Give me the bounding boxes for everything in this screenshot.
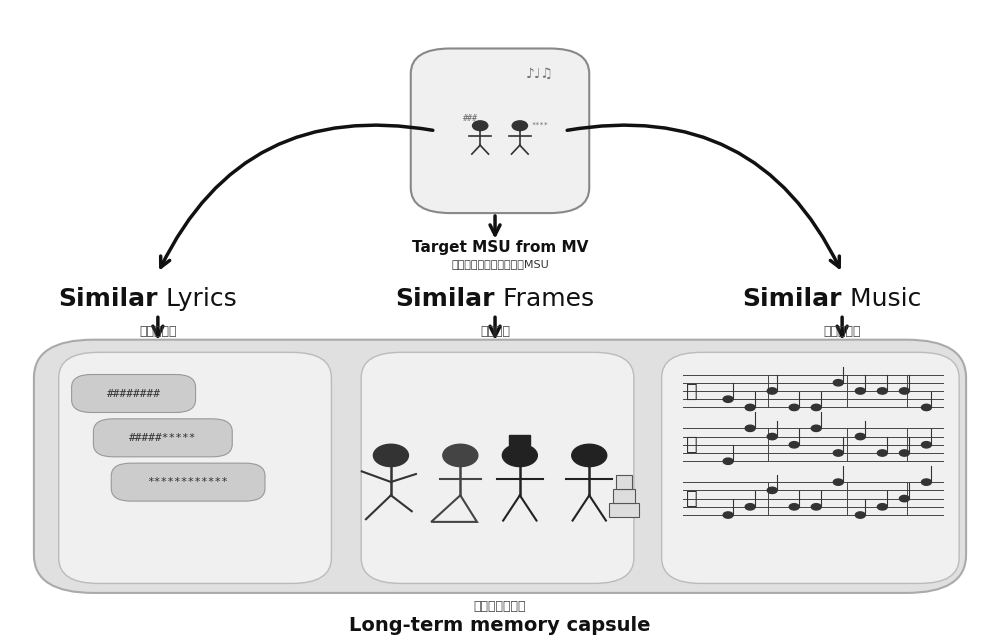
Circle shape (921, 442, 931, 448)
Circle shape (899, 450, 909, 456)
Text: ###: ### (463, 114, 478, 123)
Circle shape (811, 404, 821, 411)
Text: ♪♩♫: ♪♩♫ (526, 67, 554, 81)
Circle shape (833, 379, 843, 386)
Circle shape (745, 425, 755, 431)
Circle shape (877, 450, 887, 456)
FancyBboxPatch shape (34, 340, 966, 593)
Circle shape (767, 487, 777, 494)
Circle shape (789, 404, 799, 411)
Circle shape (373, 444, 408, 467)
Text: 𝄞: 𝄞 (686, 435, 698, 455)
FancyBboxPatch shape (111, 463, 265, 501)
Text: 𝄞: 𝄞 (686, 489, 698, 508)
Text: ########: ######## (107, 388, 161, 399)
Circle shape (473, 121, 488, 130)
Circle shape (855, 388, 865, 394)
Circle shape (833, 450, 843, 456)
Text: 相似的帧: 相似的帧 (480, 325, 510, 338)
Bar (616, 475, 632, 489)
Circle shape (745, 404, 755, 411)
Text: 相似的歌词: 相似的歌词 (139, 325, 177, 338)
FancyBboxPatch shape (411, 49, 589, 213)
Text: Long-term memory capsule: Long-term memory capsule (349, 616, 651, 636)
Text: Similar: Similar (743, 286, 842, 311)
Bar (613, 489, 635, 503)
Circle shape (443, 444, 478, 467)
Circle shape (745, 504, 755, 510)
FancyBboxPatch shape (93, 419, 232, 457)
Circle shape (723, 458, 733, 464)
Text: 长期记忆的容器: 长期记忆的容器 (474, 600, 526, 613)
Circle shape (811, 425, 821, 431)
FancyBboxPatch shape (662, 352, 959, 584)
Circle shape (767, 388, 777, 394)
Circle shape (833, 479, 843, 485)
Text: 𝄞: 𝄞 (686, 381, 698, 401)
Bar (609, 503, 639, 517)
Circle shape (877, 388, 887, 394)
Circle shape (921, 479, 931, 485)
FancyBboxPatch shape (361, 352, 634, 584)
Circle shape (855, 433, 865, 440)
Circle shape (877, 504, 887, 510)
Text: Target MSU from MV: Target MSU from MV (412, 240, 588, 256)
Text: 从音乐视频中获取的目标MSU: 从音乐视频中获取的目标MSU (451, 259, 549, 269)
Circle shape (855, 512, 865, 518)
Circle shape (899, 388, 909, 394)
Circle shape (512, 121, 527, 130)
Text: Frames: Frames (495, 286, 594, 311)
Text: 相似的音乐: 相似的音乐 (823, 325, 861, 338)
Text: #####*****: #####***** (129, 433, 197, 443)
Text: ****: **** (531, 121, 548, 128)
Text: Music: Music (842, 286, 922, 311)
FancyBboxPatch shape (72, 374, 196, 413)
Circle shape (502, 444, 537, 467)
Bar (509, 435, 530, 445)
Circle shape (789, 504, 799, 510)
Circle shape (789, 442, 799, 448)
Circle shape (723, 396, 733, 403)
FancyBboxPatch shape (59, 352, 331, 584)
Circle shape (811, 504, 821, 510)
Circle shape (572, 444, 607, 467)
Circle shape (899, 496, 909, 502)
Circle shape (767, 433, 777, 440)
Circle shape (921, 404, 931, 411)
Text: Similar: Similar (396, 286, 495, 311)
Text: Similar: Similar (58, 286, 158, 311)
Text: ************: ************ (148, 477, 229, 487)
Text: Lyrics: Lyrics (158, 286, 237, 311)
Circle shape (723, 512, 733, 518)
